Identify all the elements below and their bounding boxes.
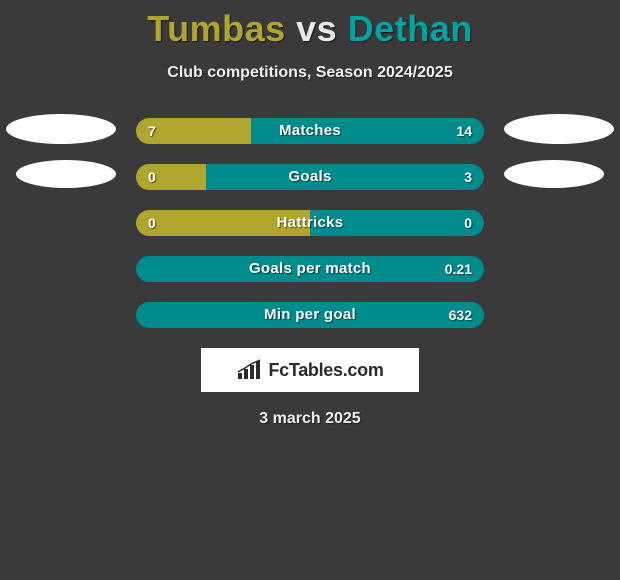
player2-name: Dethan bbox=[348, 8, 473, 49]
stat-right-value: 14 bbox=[456, 118, 472, 144]
stat-bar-hattricks: 0 Hattricks 0 bbox=[136, 210, 484, 236]
player1-name: Tumbas bbox=[147, 8, 285, 49]
stat-bar-goals: 0 Goals 3 bbox=[136, 164, 484, 190]
bar-chart-icon bbox=[236, 359, 262, 381]
fctables-logo: FcTables.com bbox=[201, 348, 419, 392]
title-vs: vs bbox=[296, 8, 337, 49]
date-label: 3 march 2025 bbox=[0, 410, 620, 428]
player2-photo-placeholder bbox=[504, 114, 614, 144]
stat-bars: 7 Matches 14 0 Goals 3 0 Hattricks 0 Goa… bbox=[136, 118, 484, 328]
stat-bar-matches: 7 Matches 14 bbox=[136, 118, 484, 144]
player2-photo-placeholder-2 bbox=[504, 160, 604, 188]
comparison-title: Tumbas vs Dethan bbox=[0, 0, 620, 50]
stat-right-value: 0 bbox=[464, 210, 472, 236]
player1-photo-placeholder-2 bbox=[16, 160, 116, 188]
stat-bar-goals-per-match: Goals per match 0.21 bbox=[136, 256, 484, 282]
stat-label: Matches bbox=[136, 118, 484, 144]
stat-right-value: 3 bbox=[464, 164, 472, 190]
stat-label: Goals per match bbox=[136, 256, 484, 282]
subtitle: Club competitions, Season 2024/2025 bbox=[0, 64, 620, 82]
player1-photo-placeholder bbox=[6, 114, 116, 144]
stat-bar-min-per-goal: Min per goal 632 bbox=[136, 302, 484, 328]
stat-label: Hattricks bbox=[136, 210, 484, 236]
stat-label: Min per goal bbox=[136, 302, 484, 328]
logo-text: FcTables.com bbox=[268, 360, 383, 381]
stat-label: Goals bbox=[136, 164, 484, 190]
stat-right-value: 0.21 bbox=[445, 256, 472, 282]
stat-right-value: 632 bbox=[449, 302, 472, 328]
stats-stage: 7 Matches 14 0 Goals 3 0 Hattricks 0 Goa… bbox=[0, 118, 620, 328]
logo-text-rest: Tables.com bbox=[289, 360, 384, 380]
logo-text-prefix: Fc bbox=[268, 360, 288, 380]
